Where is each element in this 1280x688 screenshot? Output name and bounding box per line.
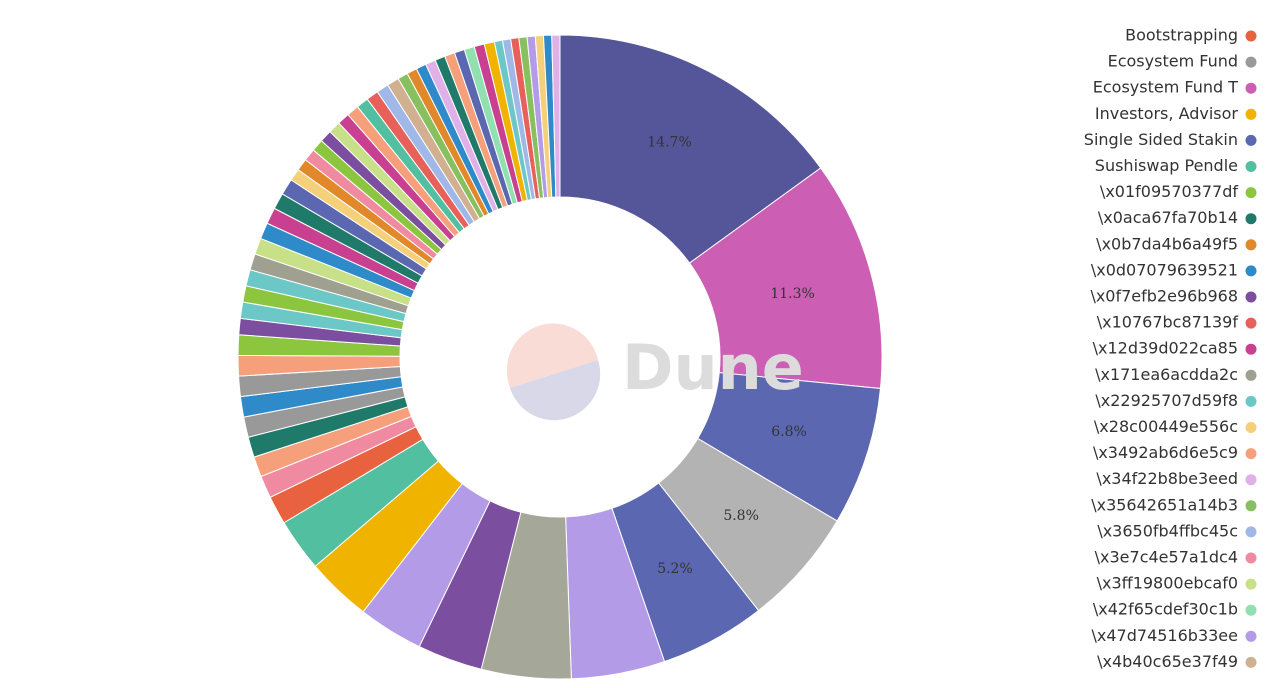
legend-swatch [1245, 578, 1257, 590]
slice-label: 5.2% [657, 561, 693, 577]
watermark-text: Dune [622, 331, 804, 404]
legend-label: \x0d07079639521 [1091, 260, 1238, 279]
legend-swatch [1245, 343, 1257, 355]
legend-label: \x42f65cdef30c1b [1093, 600, 1238, 619]
legend-label: \x47d74516b33ee [1092, 626, 1238, 645]
legend-swatch [1245, 552, 1257, 564]
legend-swatch [1245, 604, 1257, 616]
donut: 14.7% 11.3% 6.8% 5.8% 5.2% [237, 34, 883, 680]
legend-label: \x10767bc87139f [1097, 313, 1239, 332]
legend-label: Single Sided Stakin [1084, 130, 1238, 149]
legend-label: Sushiswap Pendle [1095, 156, 1238, 175]
legend-label: \x28c00449e556c [1094, 417, 1238, 436]
slice-label: 5.8% [723, 508, 759, 524]
legend-swatch [1245, 239, 1257, 251]
legend-swatch [1245, 422, 1257, 433]
legend-label: \x3492ab6d6e5c9 [1093, 443, 1238, 462]
legend-swatch [1245, 82, 1257, 94]
legend-label: \x0b7da4b6a49f5 [1096, 234, 1238, 253]
logo-bottom [510, 360, 601, 421]
legend-swatch [1245, 474, 1257, 486]
slice-label: 11.3% [770, 286, 814, 302]
legend-swatch [1245, 161, 1257, 172]
legend-label: \x3650fb4ffbc45c [1097, 521, 1238, 540]
legend-label: \x12d39d022ca85 [1093, 339, 1238, 358]
logo-top [506, 323, 598, 388]
legend-label: \x3ff19800ebcaf0 [1097, 574, 1238, 593]
legend-label: \x01f09570377df [1100, 182, 1238, 201]
legend-swatch [1245, 526, 1257, 538]
legend-label: \x35642651a14b3 [1091, 495, 1238, 514]
legend-swatch [1245, 56, 1257, 68]
watermark: Dune [506, 323, 804, 421]
legend-label: \x171ea6acdda2c [1095, 365, 1238, 384]
legend-swatch [1245, 630, 1257, 642]
legend-label: Bootstrapping [1125, 26, 1238, 45]
legend-swatch [1245, 656, 1257, 668]
slice [551, 34, 561, 198]
legend-swatch [1245, 317, 1257, 329]
legend-swatch [1245, 369, 1257, 381]
legend-swatch [1245, 134, 1257, 146]
legend-label: \x22925707d59f8 [1095, 391, 1238, 410]
legend-label: \x34f22b8be3eed [1096, 469, 1238, 488]
legend-label: \x4b40c65e37f49 [1097, 652, 1238, 671]
legend-label: \x0f7efb2e96b968 [1090, 287, 1238, 306]
legend-label: \x3e7c4e57a1dc4 [1095, 548, 1238, 567]
legend-label: Investors, Advisor [1095, 104, 1239, 123]
legend-swatch [1245, 448, 1257, 460]
legend-swatch [1245, 291, 1257, 303]
legend-swatch [1245, 187, 1257, 199]
slice-label: 6.8% [771, 424, 807, 440]
legend: Bootstrapping Ecosystem Fund Ecosystem Fun… [1084, 26, 1257, 671]
legend-label: \x0aca67fa70b14 [1098, 208, 1238, 227]
legend-swatch [1245, 395, 1257, 407]
slice [559, 34, 822, 264]
legend-label: Ecosystem Fund T [1093, 78, 1238, 97]
legend-swatch [1245, 213, 1257, 225]
legend-swatch [1245, 30, 1257, 42]
legend-swatch [1245, 500, 1257, 512]
legend-swatch [1245, 265, 1257, 277]
slice-label: 14.7% [647, 134, 691, 150]
legend-label: Ecosystem Fund [1108, 52, 1238, 71]
legend-swatch [1245, 108, 1257, 120]
